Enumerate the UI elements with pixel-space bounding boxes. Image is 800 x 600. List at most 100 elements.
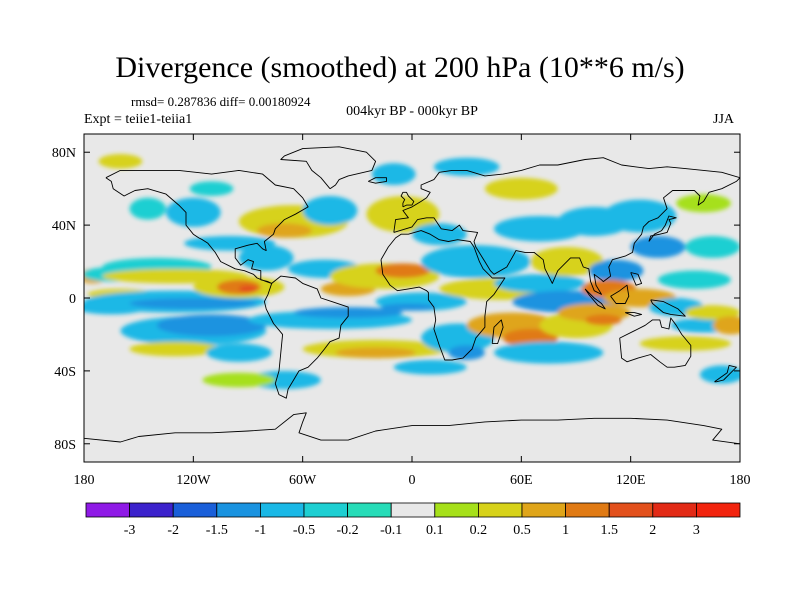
colorbar-swatch [652,502,697,518]
coastline [630,272,643,286]
coastline [105,169,309,284]
field-anomaly [98,154,143,169]
coastline [263,275,349,399]
field-anomaly [484,177,558,200]
y-tick-label: 40N [52,219,76,234]
colorbar-swatch [85,502,130,518]
coastline [380,230,506,361]
coastline [650,299,686,317]
colorbar-label: 1.5 [600,523,618,538]
coastline [491,319,504,345]
field-anomaly [129,298,258,309]
coastline [368,177,387,184]
colorbar-label: -3 [124,523,136,538]
field-anomaly [433,157,500,176]
x-tick-label: 180 [74,473,95,488]
field-anomaly [238,285,258,293]
field-anomaly [712,316,740,335]
field-anomaly [588,259,644,282]
field-anomaly [257,223,312,238]
colorbar-swatch [608,502,654,518]
x-tick-label: 120E [616,473,646,488]
colorbar-swatch [390,502,436,518]
colorbar-label: -1 [255,523,267,538]
field-anomaly [685,305,740,320]
coastline [280,146,377,190]
coastline [648,215,677,242]
field-anomaly [494,274,586,293]
field-anomaly [166,197,221,227]
colorbar-label: -2 [167,523,179,538]
colorbar-swatch [259,502,305,518]
colorbar-swatch [347,502,392,518]
y-tick-label: 40S [54,365,76,380]
field-anomaly [421,245,531,278]
experiment-label: Expt = teiie1-teiia1 [84,112,193,127]
coastline [84,412,740,445]
coastline [619,317,692,368]
field-anomaly [189,181,234,196]
y-tick-label: 80N [52,146,76,161]
field-anomaly [366,195,440,233]
colorbar-label: -1.5 [206,523,228,538]
colorbar-swatch [565,502,610,518]
x-tick-label: 0 [409,473,416,488]
colorbar-label: -0.1 [380,523,402,538]
x-axis: 180 120W 60W 0 60E 120E 180 [74,134,751,488]
colorbar-swatch [303,502,348,518]
colorbar-label: 2 [649,523,656,538]
field-anomaly [699,365,740,384]
colorbar-label: 3 [693,523,700,538]
coastlines [84,146,740,445]
field-anomaly [371,163,416,186]
field-anomaly [375,263,431,278]
coastline [584,288,606,310]
colorbar-label: 0.5 [513,523,531,538]
field-anomaly [129,341,221,357]
y-tick-label: 0 [69,292,76,307]
x-tick-label: 180 [730,473,751,488]
field-anomaly [685,236,740,258]
colorbar-label: 0.1 [426,523,444,538]
field-anomaly [129,197,166,220]
colorbar-swatch [172,502,218,518]
field-anomaly [585,314,622,326]
field-anomaly [603,199,677,233]
field-anomaly [448,345,485,360]
field-anomaly [156,314,267,337]
x-tick-label: 60W [289,473,317,488]
field-anomaly [494,341,604,364]
y-tick-label: 80S [54,438,76,453]
x-tick-label: 120W [176,473,211,488]
y-axis: 80N 40N 0 40S 80S [52,146,740,453]
x-tick-label: 60E [510,473,533,488]
colorbar-label: 1 [562,523,569,538]
field-anomaly [630,236,686,258]
colorbar-swatch [216,502,261,518]
colorbar-swatch [521,502,566,518]
stats-line: rmsd= 0.287836 diff= 0.00180924 [131,94,311,109]
field-anomaly [658,270,731,289]
colorbar-swatch [696,502,741,518]
coastline [625,312,643,317]
divergence-field [84,154,740,390]
season-label: JJA [713,112,735,127]
colorbar-swatch [129,502,174,518]
field-anomaly [412,223,467,246]
period-label: 004kyr BP - 000kyr BP [346,104,478,119]
coastline [400,191,415,208]
colorbar-swatch [434,502,479,518]
colorbar-label: -0.5 [293,523,315,538]
field-anomaly [302,195,358,226]
coastline [714,364,737,383]
field-anomaly [639,336,731,351]
field-anomaly [676,194,731,213]
map-title: Divergence (smoothed) at 200 hPa (10**6 … [115,51,685,84]
field-anomaly [335,347,416,359]
colorbar-label: -0.2 [337,523,359,538]
colorbar-label: 0.2 [470,523,488,538]
colorbar-swatch [477,502,523,518]
coastline [393,157,740,295]
field-anomaly [202,372,276,388]
